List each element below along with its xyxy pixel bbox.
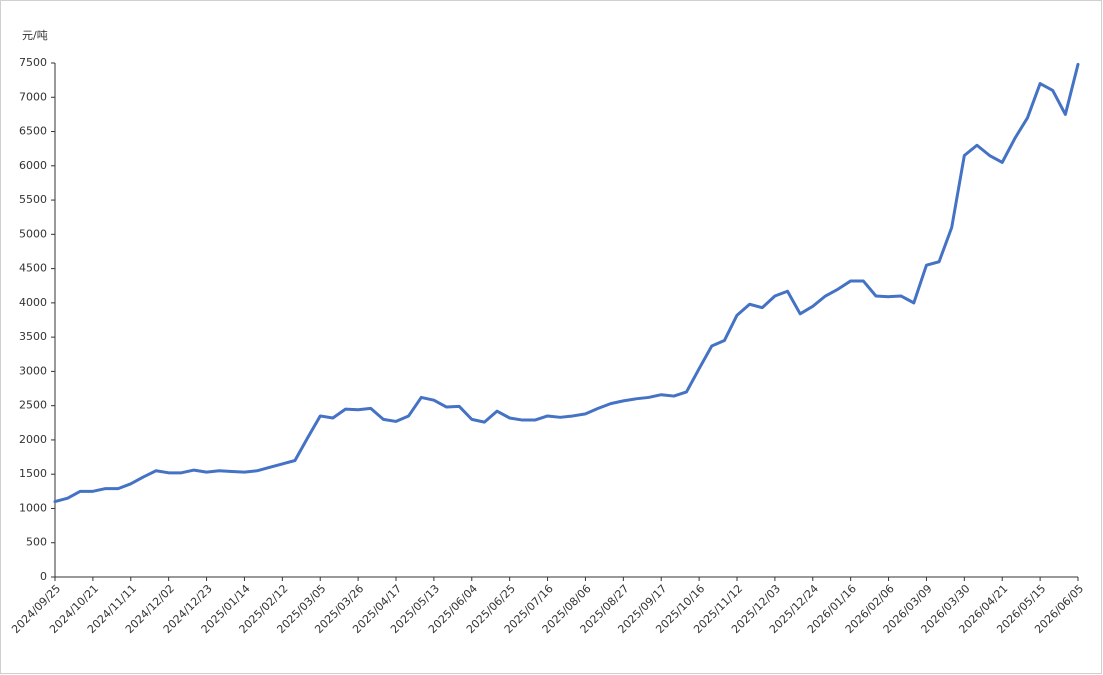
y-tick-label: 4000 [19,296,47,309]
y-tick-label: 3500 [19,330,47,343]
y-tick-label: 5000 [19,227,47,240]
y-tick-label: 1000 [19,501,47,514]
y-tick-label: 7500 [19,56,47,69]
y-tick-label: 6500 [19,125,47,138]
y-tick-label: 2500 [19,399,47,412]
y-axis-label: 元/吨 [22,29,48,42]
y-tick-label: 500 [26,536,47,549]
y-tick-label: 5500 [19,193,47,206]
y-tick-label: 7000 [19,90,47,103]
y-tick-label: 4500 [19,262,47,275]
y-tick-label: 6000 [19,159,47,172]
y-tick-label: 1500 [19,467,47,480]
y-tick-label: 2000 [19,433,47,446]
data-line [53,62,1080,504]
y-tick-label: 0 [40,570,47,583]
y-tick-label: 3000 [19,364,47,377]
